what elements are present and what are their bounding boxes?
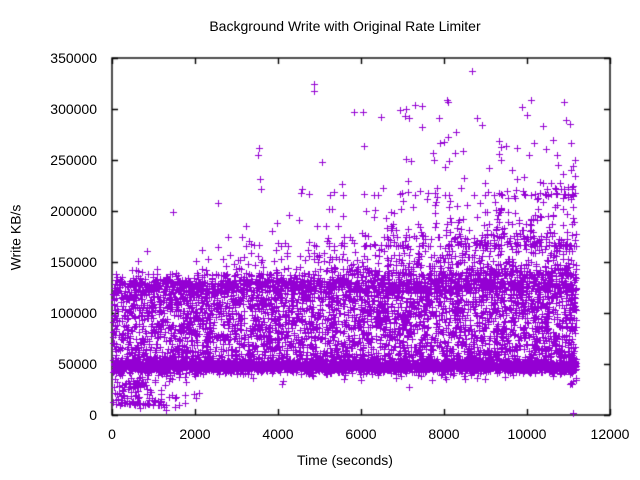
x-tick-label: 6000 — [345, 426, 377, 442]
x-tick-label: 4000 — [262, 426, 294, 442]
x-tick-label: 0 — [108, 426, 116, 442]
x-tick-label: 10000 — [507, 426, 547, 442]
y-tick-label: 200000 — [50, 203, 97, 219]
y-axis-title: Write KB/s — [7, 204, 24, 271]
x-axis-title: Time (seconds) — [297, 452, 393, 468]
y-tick-label: 250000 — [50, 152, 97, 168]
y-tick-label: 300000 — [50, 101, 97, 117]
y-tick-label: 0 — [89, 407, 97, 423]
y-tick-label: 50000 — [58, 356, 97, 372]
x-tick-label: 12000 — [590, 426, 630, 442]
y-tick-label: 150000 — [50, 254, 97, 270]
y-tick-label: 350000 — [50, 50, 97, 66]
x-tick-label: 2000 — [179, 426, 211, 442]
y-tick-label: 100000 — [50, 305, 97, 321]
chart-title: Background Write with Original Rate Limi… — [209, 18, 481, 34]
x-tick-label: 8000 — [428, 426, 460, 442]
